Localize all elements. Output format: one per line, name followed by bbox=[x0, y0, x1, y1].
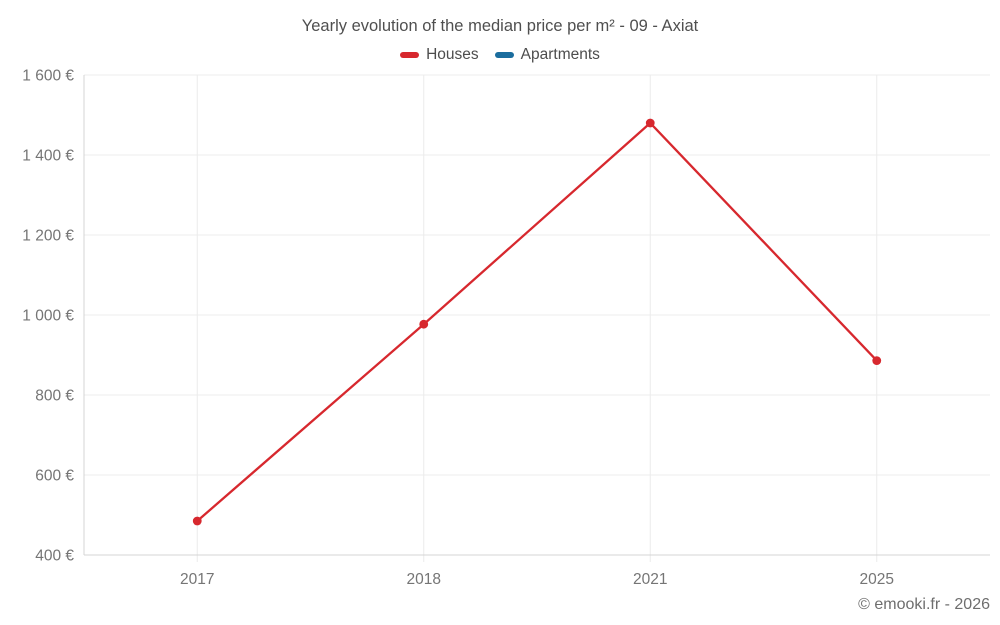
y-tick-label: 1 400 € bbox=[22, 148, 74, 165]
legend-item-houses[interactable]: Houses bbox=[400, 46, 479, 64]
y-tick-label: 600 € bbox=[35, 468, 74, 485]
legend-label-houses: Houses bbox=[426, 46, 479, 63]
y-tick-label: 1 000 € bbox=[22, 308, 74, 325]
data-point-houses-2025[interactable] bbox=[872, 356, 882, 365]
apartments-series-swatch bbox=[494, 52, 514, 58]
legend: Houses Apartments bbox=[0, 46, 1000, 64]
data-point-houses-2021[interactable] bbox=[645, 118, 655, 128]
chart-title: Yearly evolution of the median price per… bbox=[301, 17, 699, 35]
y-tick-label: 1 200 € bbox=[22, 228, 74, 245]
x-tick-label: 2025 bbox=[860, 571, 894, 588]
series-line-houses bbox=[196, 121, 878, 522]
copyright: © emooki.fr - 2026 bbox=[858, 596, 990, 613]
legend-label-apartments: Apartments bbox=[520, 46, 600, 63]
y-tick-label: 1 600 € bbox=[22, 68, 74, 85]
houses-series-swatch bbox=[400, 52, 420, 58]
y-tick-label: 400 € bbox=[35, 548, 74, 565]
legend-item-apartments[interactable]: Apartments bbox=[494, 46, 600, 64]
y-tick-label: 800 € bbox=[35, 388, 74, 405]
data-point-houses-2017[interactable] bbox=[192, 516, 202, 526]
x-tick-label: 2021 bbox=[633, 571, 667, 588]
data-point-houses-2018[interactable] bbox=[419, 319, 429, 329]
x-tick-label: 2017 bbox=[180, 571, 214, 588]
x-tick-label: 2018 bbox=[407, 571, 441, 588]
